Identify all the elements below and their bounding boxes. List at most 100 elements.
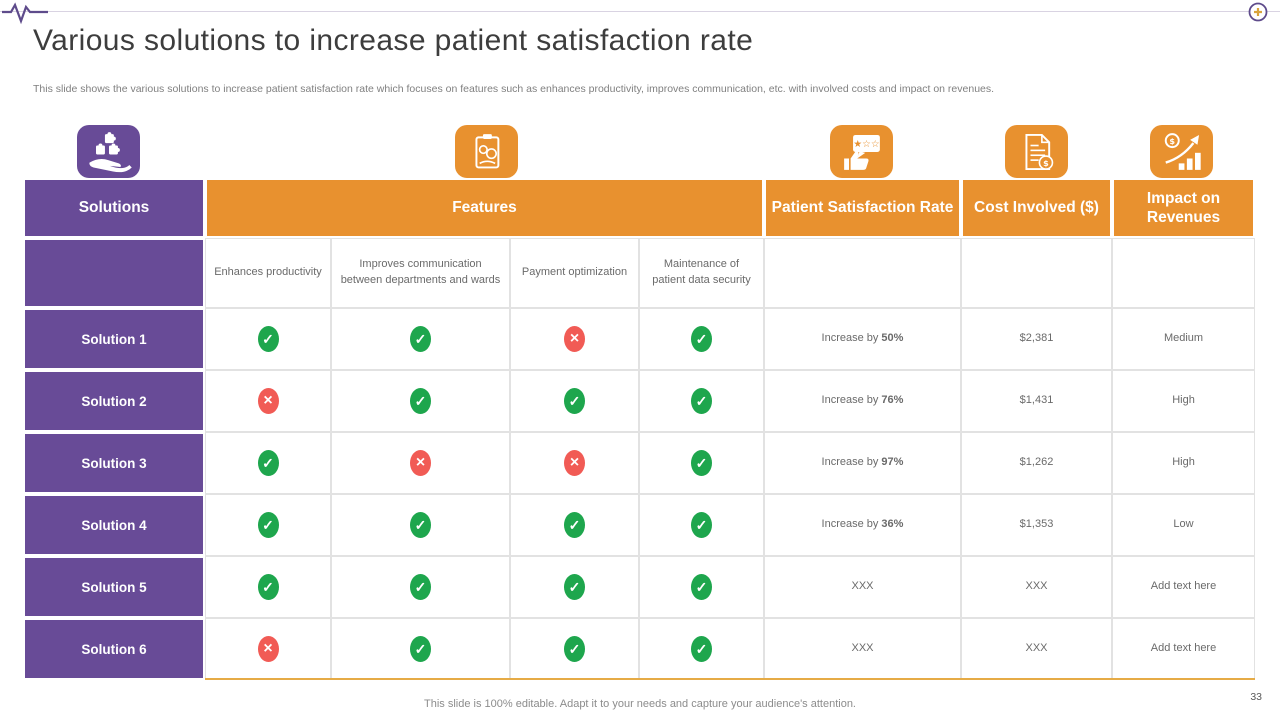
- feature-status-icon: ✓: [257, 512, 279, 538]
- feature-status-icon: ×: [257, 388, 279, 414]
- feature-subheader: Maintenance of patient data security: [639, 238, 764, 308]
- svg-text:★☆☆: ★☆☆: [853, 139, 879, 150]
- feature-status-icon: ✓: [410, 326, 431, 352]
- feature-status-cell: ✓: [639, 494, 764, 556]
- dollar-growth-icon: $: [1150, 125, 1213, 178]
- footer-note: This slide is 100% editable. Adapt it to…: [424, 698, 856, 710]
- feature-status-cell: ✓: [331, 618, 510, 680]
- satisfaction-cell: Increase by 97%: [764, 432, 961, 494]
- solution-row-label: Solution 2: [25, 370, 205, 432]
- feature-status-icon: ✓: [410, 388, 431, 414]
- feature-status-icon: ✓: [257, 326, 279, 352]
- satisfaction-cell: XXX: [764, 556, 961, 618]
- feature-status-icon: ✓: [691, 326, 712, 352]
- feature-status-icon: ✓: [564, 636, 585, 662]
- cost-cell: $1,431: [961, 370, 1112, 432]
- impact-cell: Add text here: [1112, 618, 1255, 680]
- feature-status-cell: ×: [510, 432, 639, 494]
- feature-status-cell: ✓: [331, 494, 510, 556]
- impact-column-header: Impact on Revenues: [1112, 178, 1255, 238]
- satisfaction-cell: XXX: [764, 618, 961, 680]
- solution-row-label: Solution 3: [25, 432, 205, 494]
- solutions-table: Solutions Features Patient Satisfaction …: [25, 178, 1255, 680]
- page-number: 33: [1250, 691, 1262, 703]
- solution-row-label: Solution 6: [25, 618, 205, 680]
- subheader-empty: [961, 238, 1112, 308]
- cost-column-header: Cost Involved ($): [961, 178, 1112, 238]
- feature-status-cell: ✓: [639, 308, 764, 370]
- feature-status-cell: ✓: [639, 432, 764, 494]
- feature-status-icon: ✓: [691, 388, 712, 414]
- subheader-spacer: [25, 238, 205, 308]
- subheader-empty: [764, 238, 961, 308]
- feature-subheader: Improves communication between departmen…: [331, 238, 510, 308]
- feature-status-icon: ✓: [564, 512, 585, 538]
- table-bottom-accent: [205, 678, 1255, 680]
- solution-row-label: Solution 1: [25, 308, 205, 370]
- feature-status-icon: ×: [257, 636, 279, 662]
- satisfaction-cell: Increase by 76%: [764, 370, 961, 432]
- feature-status-icon: ✓: [564, 388, 585, 414]
- feature-status-icon: ✓: [564, 574, 585, 600]
- feature-status-cell: ✓: [205, 556, 331, 618]
- solution-row-label: Solution 4: [25, 494, 205, 556]
- slide-subtitle: This slide shows the various solutions t…: [33, 83, 995, 95]
- feature-status-cell: ×: [205, 370, 331, 432]
- feature-status-icon: ✓: [691, 636, 712, 662]
- feature-status-icon: ×: [410, 450, 431, 476]
- feature-status-cell: ×: [205, 618, 331, 680]
- svg-text:$: $: [1043, 157, 1049, 167]
- feature-status-cell: ✓: [205, 494, 331, 556]
- cost-cell: $1,262: [961, 432, 1112, 494]
- feature-status-cell: ✓: [510, 556, 639, 618]
- pulse-line-icon: [2, 0, 48, 31]
- feature-status-cell: ✓: [510, 370, 639, 432]
- feature-status-icon: ✓: [257, 450, 279, 476]
- feature-status-icon: ✓: [410, 574, 431, 600]
- feature-status-icon: ✓: [410, 636, 431, 662]
- feature-status-cell: ✓: [510, 494, 639, 556]
- feature-subheader: Enhances productivity: [205, 238, 331, 308]
- cost-cell: $2,381: [961, 308, 1112, 370]
- feature-status-icon: ✓: [691, 450, 712, 476]
- satisfaction-column-header: Patient Satisfaction Rate: [764, 178, 961, 238]
- feature-status-icon: ✓: [410, 512, 431, 538]
- feature-status-icon: ✓: [257, 574, 279, 600]
- feature-status-icon: ✓: [691, 512, 712, 538]
- feature-status-cell: ✓: [331, 556, 510, 618]
- features-column-header: Features: [205, 178, 764, 238]
- feature-status-icon: ✓: [691, 574, 712, 600]
- solutions-column-header: Solutions: [25, 178, 205, 238]
- feature-status-cell: ×: [510, 308, 639, 370]
- cost-cell: XXX: [961, 556, 1112, 618]
- clipboard-gears-icon: [455, 125, 518, 178]
- feature-status-cell: ✓: [510, 618, 639, 680]
- plus-circle-icon: [1247, 1, 1269, 28]
- impact-cell: High: [1112, 432, 1255, 494]
- impact-cell: Low: [1112, 494, 1255, 556]
- feature-status-icon: ×: [564, 450, 585, 476]
- feature-status-cell: ✓: [639, 370, 764, 432]
- subheader-empty: [1112, 238, 1255, 308]
- cost-cell: XXX: [961, 618, 1112, 680]
- top-divider-line: [0, 11, 1280, 12]
- impact-cell: Medium: [1112, 308, 1255, 370]
- feature-subheader: Payment optimization: [510, 238, 639, 308]
- impact-cell: Add text here: [1112, 556, 1255, 618]
- feature-status-cell: ✓: [205, 308, 331, 370]
- satisfaction-cell: Increase by 36%: [764, 494, 961, 556]
- feature-status-cell: ✓: [639, 618, 764, 680]
- invoice-coin-icon: $: [1005, 125, 1068, 178]
- thumbs-up-stars-icon: ★☆☆: [830, 125, 893, 178]
- page-title: Various solutions to increase patient sa…: [33, 24, 754, 57]
- satisfaction-cell: Increase by 50%: [764, 308, 961, 370]
- feature-status-cell: ✓: [639, 556, 764, 618]
- feature-status-cell: ✓: [205, 432, 331, 494]
- feature-status-cell: ×: [331, 432, 510, 494]
- feature-status-icon: ×: [564, 326, 585, 352]
- impact-cell: High: [1112, 370, 1255, 432]
- feature-status-cell: ✓: [331, 308, 510, 370]
- feature-status-cell: ✓: [331, 370, 510, 432]
- cost-cell: $1,353: [961, 494, 1112, 556]
